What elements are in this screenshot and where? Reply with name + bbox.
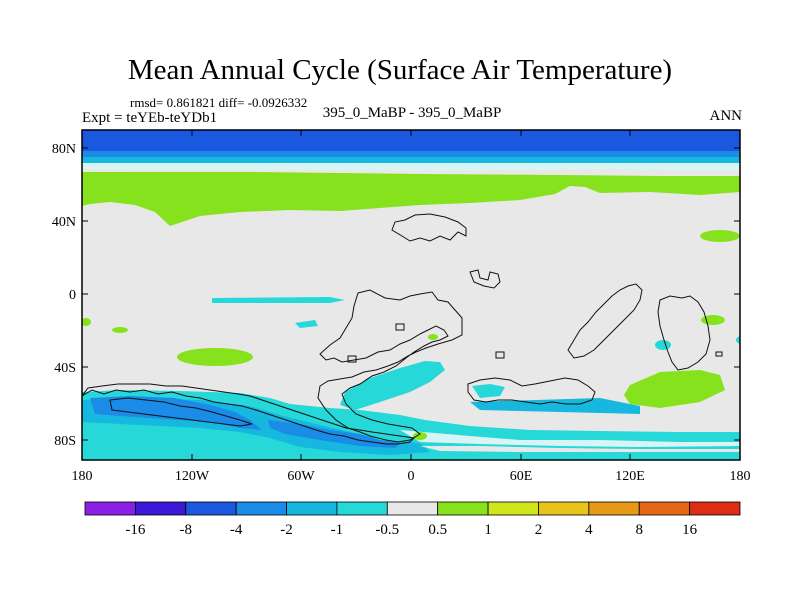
colorbar-label: 0.5 bbox=[428, 522, 447, 538]
colorbar-swatch bbox=[185, 501, 237, 516]
colorbar-swatch bbox=[235, 501, 287, 516]
colorbar-swatch bbox=[487, 501, 539, 516]
tropic-cyan-patch bbox=[212, 297, 345, 303]
colorbar-label: -1 bbox=[331, 522, 344, 538]
colorbar-swatch bbox=[84, 501, 136, 516]
outline-north-africa bbox=[391, 213, 467, 242]
tropic-cyan-patch-2 bbox=[295, 320, 318, 328]
lon-tick-60w: 60W bbox=[287, 469, 315, 484]
colorbar-label: -0.5 bbox=[375, 522, 399, 538]
outline-africa-south bbox=[467, 377, 596, 405]
lon-tick-180w: 180 bbox=[72, 469, 93, 484]
outline-india-seasia bbox=[567, 283, 643, 359]
continent-outlines bbox=[82, 213, 723, 445]
south-cyan-patch-2 bbox=[736, 336, 740, 344]
lat-tick-40n: 40N bbox=[52, 215, 76, 230]
colorbar-swatch bbox=[286, 501, 338, 516]
lon-tick-120w: 120W bbox=[175, 469, 210, 484]
south-indian-cyan bbox=[472, 384, 505, 398]
tropic-green-patch-4 bbox=[428, 334, 438, 340]
outline-south-america bbox=[317, 289, 463, 443]
colorbar-label: 8 bbox=[635, 522, 643, 538]
tropic-green-patch-1 bbox=[112, 327, 128, 333]
lon-tick-120e: 120E bbox=[615, 469, 645, 484]
southern-neutral bbox=[420, 446, 740, 452]
colorbar-label: -4 bbox=[230, 522, 243, 538]
colorbar-label: -16 bbox=[125, 522, 145, 538]
colorbar-labels: -16 -8 -4 -2 -1 -0.5 0.5 1 2 4 8 16 bbox=[125, 522, 697, 538]
outline-island-3 bbox=[495, 351, 505, 359]
colorbar-swatch bbox=[588, 501, 640, 516]
southern-pale bbox=[400, 430, 740, 447]
north-green-band bbox=[82, 172, 740, 226]
plot-title: Mean Annual Cycle (Surface Air Temperatu… bbox=[127, 54, 673, 86]
south-cyan-patch-1 bbox=[655, 340, 671, 350]
colorbar-swatch bbox=[689, 501, 741, 516]
colorbar-swatch bbox=[386, 501, 439, 516]
colorbar-swatch bbox=[336, 501, 388, 516]
colorbar-swatch bbox=[134, 501, 187, 516]
south-green-patch-3 bbox=[413, 432, 427, 440]
map-field bbox=[82, 130, 740, 460]
season-label: ANN bbox=[709, 108, 743, 124]
outline-island-4 bbox=[715, 351, 723, 357]
south-green-patch-1 bbox=[177, 348, 253, 366]
rmsd-diff-stats: rmsd= 0.861821 diff= -0.0926332 bbox=[130, 95, 308, 110]
outline-island-1 bbox=[347, 355, 357, 363]
south-east-cyan bbox=[470, 398, 640, 414]
lat-tick-0: 0 bbox=[69, 288, 76, 303]
north-green-patch bbox=[700, 230, 740, 242]
outline-antarctica-west bbox=[82, 383, 416, 445]
colorbar-label: -8 bbox=[180, 522, 193, 538]
outline-island-2 bbox=[395, 323, 405, 331]
south-green-patch-2 bbox=[624, 370, 725, 408]
tropic-green-patch-3 bbox=[701, 315, 725, 325]
colorbar-label: 1 bbox=[484, 522, 492, 538]
outline-australia bbox=[657, 295, 711, 371]
lon-tick-60e: 60E bbox=[510, 469, 533, 484]
lon-tick-0: 0 bbox=[408, 469, 415, 484]
lat-tick-80s: 80S bbox=[54, 434, 76, 449]
outline-arabia bbox=[469, 269, 501, 289]
arctic-mid-blue-band bbox=[82, 151, 740, 158]
tropic-green-patch-2 bbox=[82, 318, 91, 326]
period-label: 395_0_MaBP - 395_0_MaBP bbox=[322, 105, 502, 121]
arctic-pale-band bbox=[82, 163, 740, 171]
colorbar bbox=[84, 501, 741, 516]
colorbar-swatch bbox=[538, 501, 590, 516]
colorbar-label: 2 bbox=[535, 522, 543, 538]
south-atlantic-cyan bbox=[340, 361, 445, 410]
colorbar-swatch bbox=[638, 501, 691, 516]
lon-tick-180e: 180 bbox=[730, 469, 751, 484]
outline-antarctica-inner bbox=[109, 397, 253, 427]
southern-mid-blue bbox=[90, 396, 262, 430]
colorbar-label: -2 bbox=[280, 522, 293, 538]
lat-axis: 80N 40N 0 40S 80S bbox=[52, 142, 740, 449]
colorbar-swatch bbox=[437, 501, 489, 516]
lat-tick-80n: 80N bbox=[52, 142, 76, 157]
experiment-label: Expt = teYEb-teYDb1 bbox=[82, 110, 218, 126]
lat-tick-40s: 40S bbox=[54, 361, 76, 376]
lon-axis: 180 120W 60W 0 60E 120E 180 bbox=[72, 130, 751, 484]
colorbar-label: 4 bbox=[585, 522, 593, 538]
colorbar-label: 16 bbox=[682, 522, 698, 538]
